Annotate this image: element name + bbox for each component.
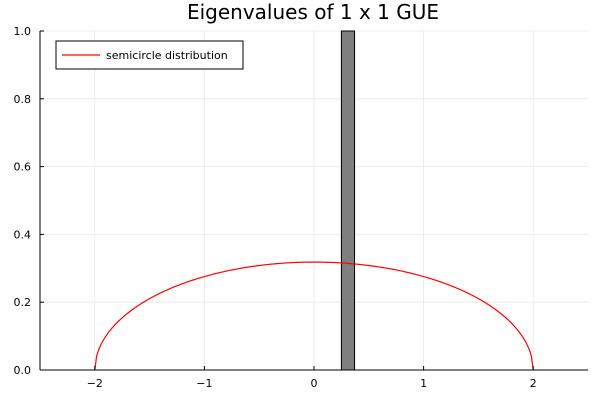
x-tick-label: −2 [87,377,103,390]
y-tick-label: 0.4 [14,228,32,241]
semicircle-line [94,261,534,371]
semicircle-curve [94,261,534,371]
y-tick-label: 0.6 [14,161,32,174]
y-tick-label: 0.2 [14,296,32,309]
legend: semicircle distribution [55,40,244,70]
x-tick-label: −1 [196,377,212,390]
histogram-bar [340,30,356,371]
x-tick-labels: −2 −1 0 1 2 [87,377,537,390]
y-tick-label: 0.8 [14,93,32,106]
x-tick-label: 0 [311,377,318,390]
chart-title: Eigenvalues of 1 x 1 GUE [187,0,439,24]
y-tick-label: 0.0 [14,364,32,377]
legend-label: semicircle distribution [106,49,228,62]
y-tick-labels: 0.0 0.2 0.4 0.6 0.8 1.0 [14,25,32,377]
histogram-bars [340,30,356,371]
x-tick-label: 2 [530,377,537,390]
axes [39,30,588,371]
x-tick-label: 1 [420,377,427,390]
grid [40,30,588,371]
y-tick-label: 1.0 [14,25,32,38]
